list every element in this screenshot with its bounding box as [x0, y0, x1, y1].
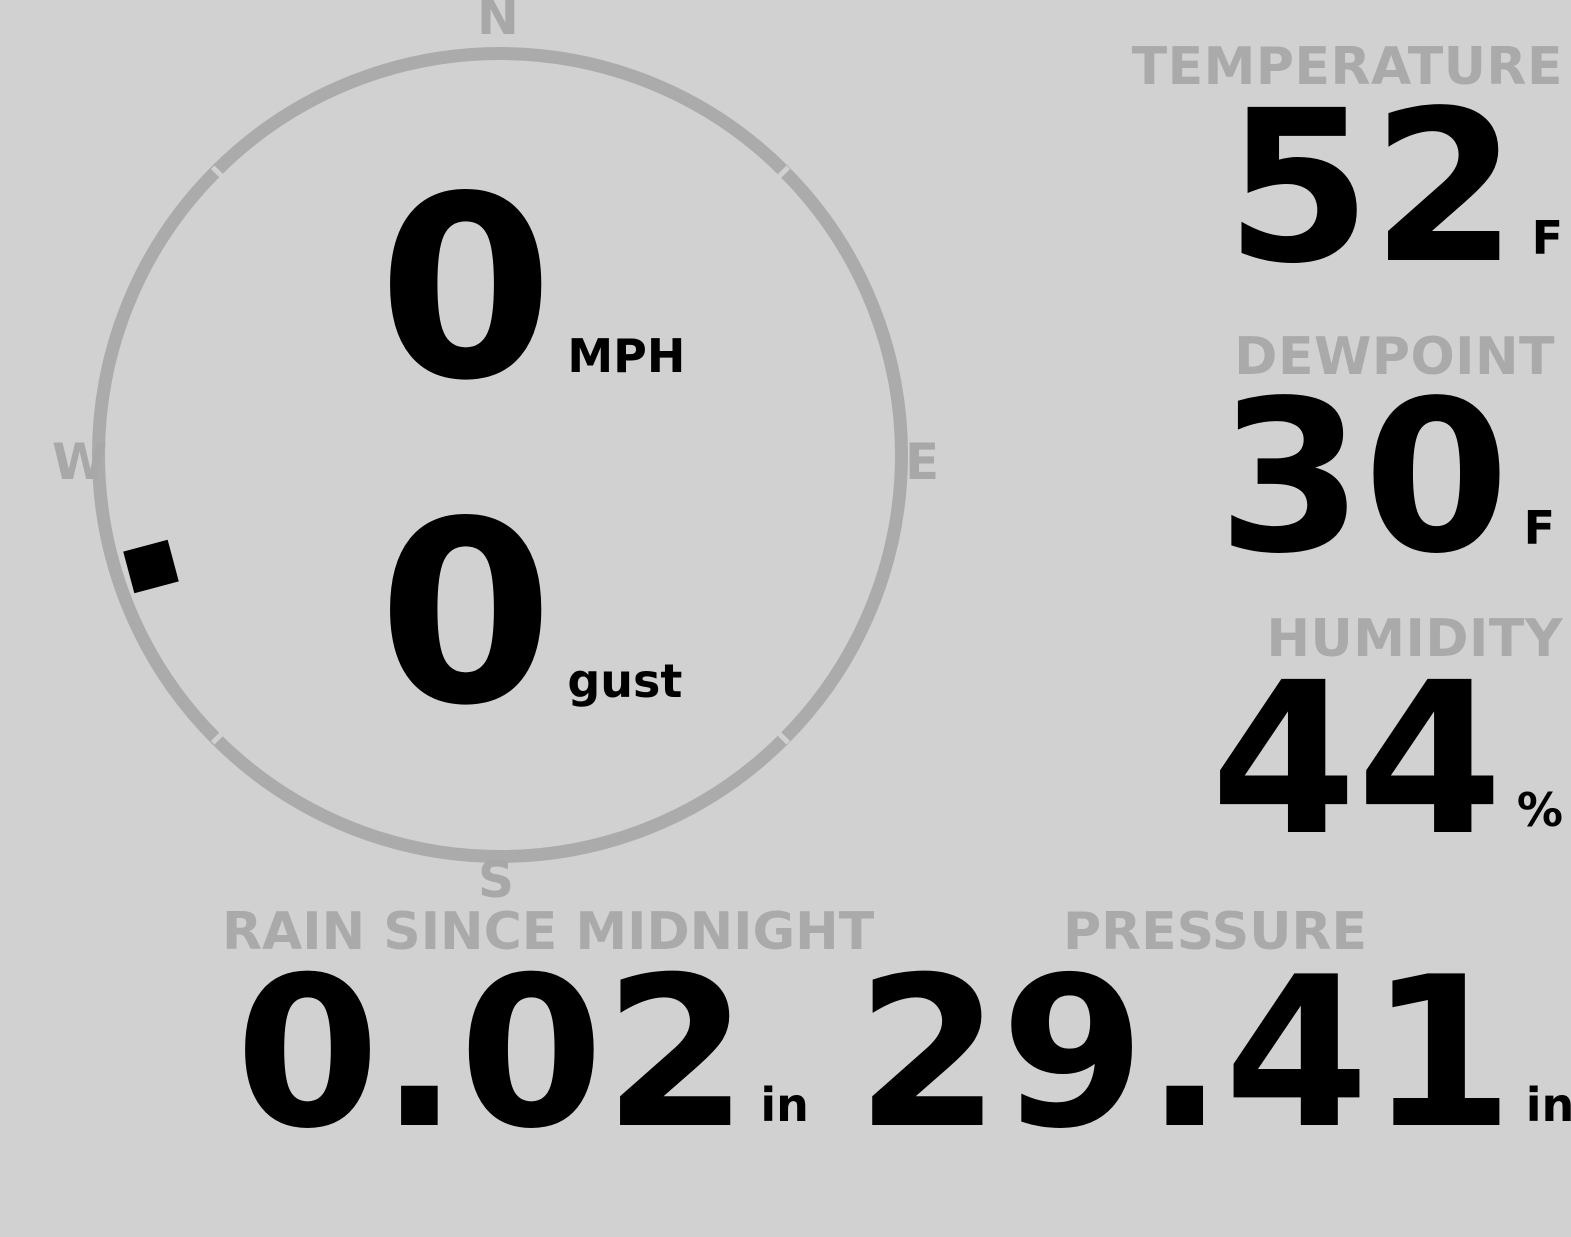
- stat-humidity-unit: %: [1516, 783, 1563, 837]
- wind-speed-value: 0: [378, 143, 554, 436]
- wind-gust-unit: gust: [567, 654, 683, 708]
- stat-dewpoint: DEWPOINT 30 F: [1217, 327, 1555, 600]
- stat-rain-label: RAIN SINCE MIDNIGHT: [222, 902, 875, 962]
- stat-temperature-unit: F: [1531, 211, 1563, 265]
- compass-label-north: N: [477, 0, 519, 46]
- stat-pressure-label: PRESSURE: [1062, 902, 1368, 962]
- stat-rain-valuerow: 0.02 in: [222, 933, 822, 1175]
- compass-label-west: W: [52, 433, 108, 491]
- stat-pressure-value: 29.41: [855, 933, 1514, 1175]
- stat-temperature-label: TEMPERATURE: [1131, 37, 1563, 97]
- wind-gust-readout: 0 gust: [378, 468, 683, 761]
- compass-tick-se: [770, 725, 790, 745]
- compass-tick-ne: [770, 165, 790, 185]
- stat-humidity-valuerow: 44 %: [1210, 637, 1563, 882]
- wind-panel: N E S W 0 MPH 0 gust: [0, 0, 1000, 905]
- compass-tick-nw: [210, 165, 230, 185]
- compass-tick-sw: [210, 725, 230, 745]
- stat-dewpoint-value: 30: [1217, 355, 1510, 600]
- stat-rain-value: 0.02: [235, 933, 749, 1175]
- wind-gust-value: 0: [378, 468, 554, 761]
- stat-humidity-value: 44: [1210, 637, 1503, 882]
- stat-dewpoint-label: DEWPOINT: [1234, 327, 1555, 387]
- wind-speed-unit: MPH: [567, 329, 686, 383]
- stat-dewpoint-unit: F: [1523, 501, 1555, 555]
- stat-rain-unit: in: [760, 1078, 809, 1132]
- compass-label-east: E: [905, 433, 940, 491]
- stat-temperature-valuerow: 52 F: [1132, 65, 1563, 310]
- stat-temperature-value: 52: [1225, 65, 1518, 310]
- stat-humidity-label: HUMIDITY: [1266, 609, 1563, 669]
- stat-dewpoint-valuerow: 30 F: [1217, 355, 1555, 600]
- stat-rain-since-midnight: RAIN SINCE MIDNIGHT 0.02 in: [222, 902, 875, 1175]
- stat-pressure-valuerow: 29.41 in: [856, 950, 1571, 1158]
- compass-label-south: S: [478, 851, 515, 909]
- stat-humidity: HUMIDITY 44 %: [1210, 609, 1563, 882]
- stat-temperature: TEMPERATURE 52 F: [1131, 37, 1563, 310]
- wind-speed-readout: 0 MPH: [378, 143, 686, 436]
- stat-pressure: PRESSURE 29.41 in: [856, 902, 1571, 1158]
- stat-pressure-unit: in: [1525, 1078, 1571, 1132]
